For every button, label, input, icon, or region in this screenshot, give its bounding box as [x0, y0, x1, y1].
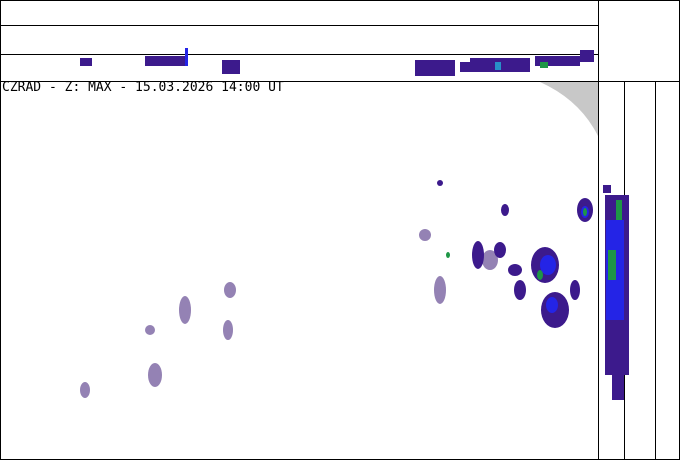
echo-cell — [612, 375, 624, 400]
echo-cell — [494, 242, 506, 258]
echo-cell — [223, 320, 233, 340]
echo-cell — [222, 60, 240, 74]
outside-range-area — [540, 82, 598, 136]
echo-cell — [570, 280, 580, 300]
echo-cell — [540, 62, 548, 68]
echo-cell — [508, 264, 522, 276]
product-title: CZRAD - Z: MAX - 15.03.2026 14:00 UT — [2, 80, 284, 95]
echo-cell — [145, 56, 185, 66]
echo-cell — [437, 180, 443, 186]
echo-cell — [434, 276, 446, 304]
echo-cell — [501, 204, 509, 216]
echo-cell — [603, 185, 611, 193]
echo-cell — [419, 229, 431, 241]
echo-cell — [495, 62, 501, 70]
echo-cell — [514, 280, 526, 300]
echo-cell — [535, 56, 580, 66]
echo-cell — [472, 241, 484, 269]
echo-cell — [415, 60, 455, 76]
echo-cell — [446, 252, 450, 258]
echo-cell — [80, 382, 90, 398]
echo-cell — [148, 363, 162, 387]
echo-cell — [185, 48, 188, 66]
echo-cell — [546, 297, 558, 313]
echo-cell — [80, 58, 92, 66]
echo-cell — [482, 250, 498, 270]
echo-cell — [583, 208, 587, 216]
echo-cell — [179, 296, 191, 324]
echo-cell — [540, 255, 556, 275]
echo-cell — [616, 200, 622, 220]
echo-cell — [145, 325, 155, 335]
echo-cell — [224, 282, 236, 298]
radar-echoes — [80, 48, 629, 400]
echo-cell — [460, 62, 470, 72]
echo-cell — [608, 250, 616, 280]
echo-cell — [537, 270, 543, 280]
echo-cell — [580, 50, 594, 62]
